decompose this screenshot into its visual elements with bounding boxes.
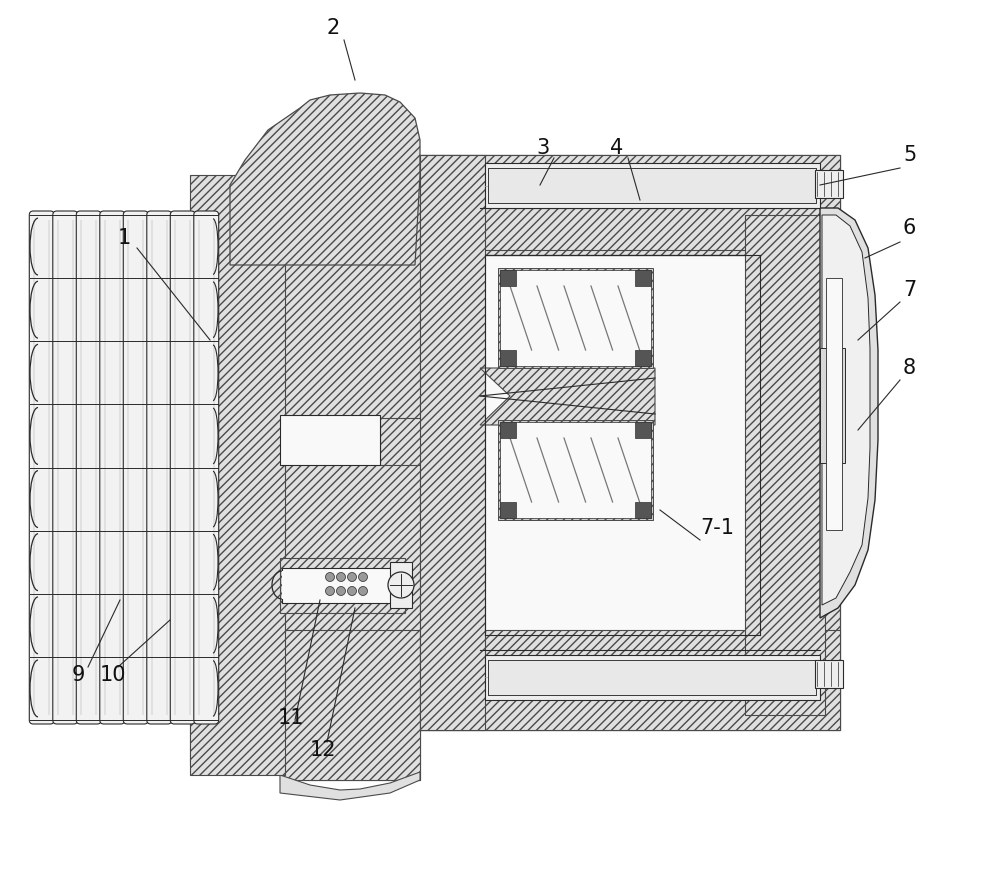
Bar bbox=[488, 660, 816, 695]
Bar bbox=[127, 220, 129, 715]
Text: 7-1: 7-1 bbox=[700, 518, 734, 538]
Polygon shape bbox=[230, 93, 420, 265]
Bar bbox=[198, 220, 200, 715]
Bar bbox=[72, 220, 74, 715]
Bar bbox=[635, 502, 651, 518]
Bar bbox=[57, 220, 59, 715]
Bar bbox=[635, 422, 651, 438]
Bar bbox=[151, 220, 153, 715]
Bar bbox=[488, 168, 816, 203]
Bar bbox=[500, 270, 516, 286]
Bar bbox=[166, 220, 168, 715]
Bar bbox=[745, 215, 825, 715]
Bar bbox=[190, 200, 232, 765]
Bar bbox=[119, 220, 121, 715]
Text: 10: 10 bbox=[100, 665, 127, 685]
Circle shape bbox=[337, 586, 346, 595]
Bar bbox=[280, 558, 405, 613]
Bar bbox=[500, 422, 516, 438]
Text: 5: 5 bbox=[903, 145, 916, 165]
FancyBboxPatch shape bbox=[53, 211, 78, 724]
Circle shape bbox=[388, 572, 414, 598]
Circle shape bbox=[359, 573, 368, 582]
Polygon shape bbox=[280, 772, 420, 800]
Bar bbox=[213, 220, 215, 715]
Bar bbox=[500, 350, 516, 366]
Bar bbox=[500, 270, 651, 366]
Bar bbox=[104, 220, 106, 715]
FancyBboxPatch shape bbox=[147, 211, 172, 724]
Bar bbox=[420, 155, 840, 730]
Bar bbox=[282, 568, 392, 603]
Bar bbox=[635, 270, 651, 286]
Bar bbox=[420, 630, 840, 730]
Bar bbox=[500, 422, 651, 518]
Bar bbox=[488, 168, 816, 203]
Bar bbox=[174, 220, 176, 715]
Bar bbox=[498, 420, 653, 520]
Bar bbox=[33, 220, 35, 715]
Bar bbox=[815, 660, 843, 688]
Bar bbox=[488, 660, 816, 695]
Text: 9: 9 bbox=[72, 665, 85, 685]
Bar bbox=[95, 220, 97, 715]
Text: 12: 12 bbox=[310, 740, 337, 760]
Bar bbox=[280, 175, 420, 780]
Circle shape bbox=[337, 573, 346, 582]
Polygon shape bbox=[822, 215, 870, 605]
Bar bbox=[820, 348, 845, 463]
Text: 2: 2 bbox=[326, 18, 339, 38]
Bar bbox=[280, 415, 380, 465]
Text: 4: 4 bbox=[610, 138, 623, 158]
Bar bbox=[485, 655, 820, 700]
Bar bbox=[420, 155, 840, 250]
Polygon shape bbox=[480, 368, 655, 425]
Bar bbox=[282, 571, 292, 599]
Bar bbox=[48, 220, 50, 715]
Bar bbox=[142, 220, 144, 715]
Bar bbox=[380, 418, 495, 465]
Text: 8: 8 bbox=[903, 358, 916, 378]
Text: 6: 6 bbox=[903, 218, 916, 238]
Polygon shape bbox=[820, 208, 878, 618]
Bar bbox=[189, 220, 191, 715]
Bar bbox=[815, 170, 843, 198]
Bar bbox=[190, 175, 285, 775]
Bar bbox=[635, 350, 651, 366]
FancyBboxPatch shape bbox=[123, 211, 148, 724]
FancyBboxPatch shape bbox=[170, 211, 195, 724]
Bar bbox=[280, 630, 420, 780]
Bar bbox=[826, 278, 842, 530]
FancyBboxPatch shape bbox=[76, 211, 101, 724]
Text: 1: 1 bbox=[118, 228, 131, 248]
FancyBboxPatch shape bbox=[194, 211, 219, 724]
Bar bbox=[498, 268, 653, 368]
Bar bbox=[390, 562, 412, 608]
Text: 3: 3 bbox=[536, 138, 549, 158]
Bar bbox=[500, 502, 516, 518]
Text: 11: 11 bbox=[278, 708, 305, 728]
Circle shape bbox=[359, 586, 368, 595]
Text: 7: 7 bbox=[903, 280, 916, 300]
Circle shape bbox=[348, 586, 357, 595]
Circle shape bbox=[326, 573, 335, 582]
Bar bbox=[420, 155, 485, 730]
FancyBboxPatch shape bbox=[29, 211, 54, 724]
Bar bbox=[80, 220, 82, 715]
FancyBboxPatch shape bbox=[100, 211, 125, 724]
Bar bbox=[480, 255, 760, 665]
Circle shape bbox=[348, 573, 357, 582]
Circle shape bbox=[326, 586, 335, 595]
Bar bbox=[485, 163, 820, 208]
